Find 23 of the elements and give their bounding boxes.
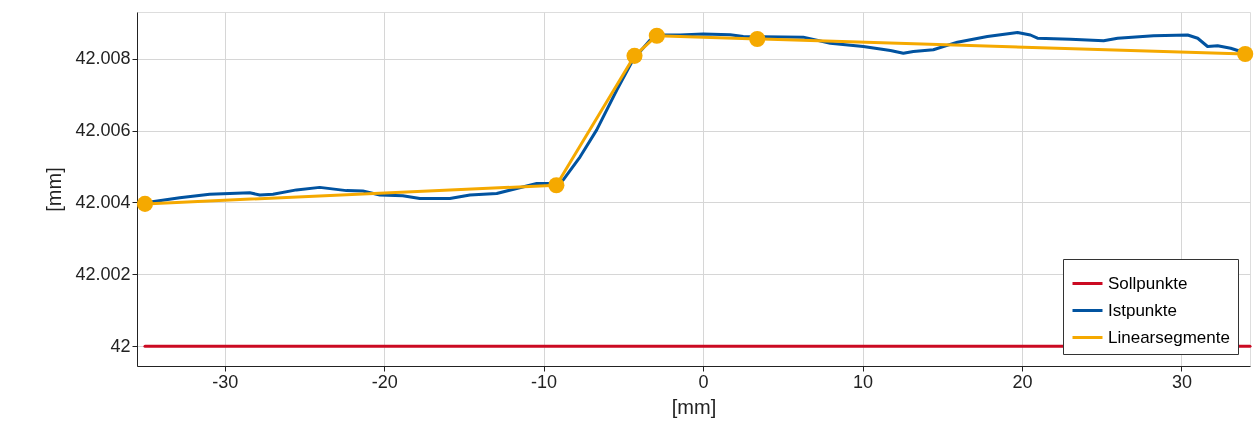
point — [1237, 46, 1254, 63]
y-tick-label: 42.006 — [75, 120, 131, 141]
y-tick-label: 42 — [110, 335, 131, 356]
y-axis-title: [mm] — [43, 167, 66, 212]
x-axis-title: [mm] — [671, 395, 717, 418]
legend-label: Linearsegmente — [1108, 327, 1230, 347]
point — [548, 177, 565, 194]
point — [648, 27, 665, 44]
x-tick-label: 30 — [1171, 371, 1192, 392]
x-tick-label: -30 — [212, 371, 239, 392]
y-tick-label: 42.008 — [75, 48, 131, 69]
y-tick-label: 42.004 — [75, 191, 131, 212]
legend-label: Istpunkte — [1108, 300, 1177, 320]
x-tick-label: 0 — [698, 371, 709, 392]
point — [749, 30, 766, 47]
point — [626, 47, 643, 64]
x-tick-label: 10 — [853, 371, 874, 392]
legend-label: Sollpunkte — [1108, 273, 1188, 293]
x-tick-label: -10 — [531, 371, 558, 392]
x-tick-label: 20 — [1012, 371, 1033, 392]
x-tick-label: -20 — [371, 371, 398, 392]
y-tick-label: 42.002 — [75, 263, 131, 284]
point — [136, 195, 154, 212]
